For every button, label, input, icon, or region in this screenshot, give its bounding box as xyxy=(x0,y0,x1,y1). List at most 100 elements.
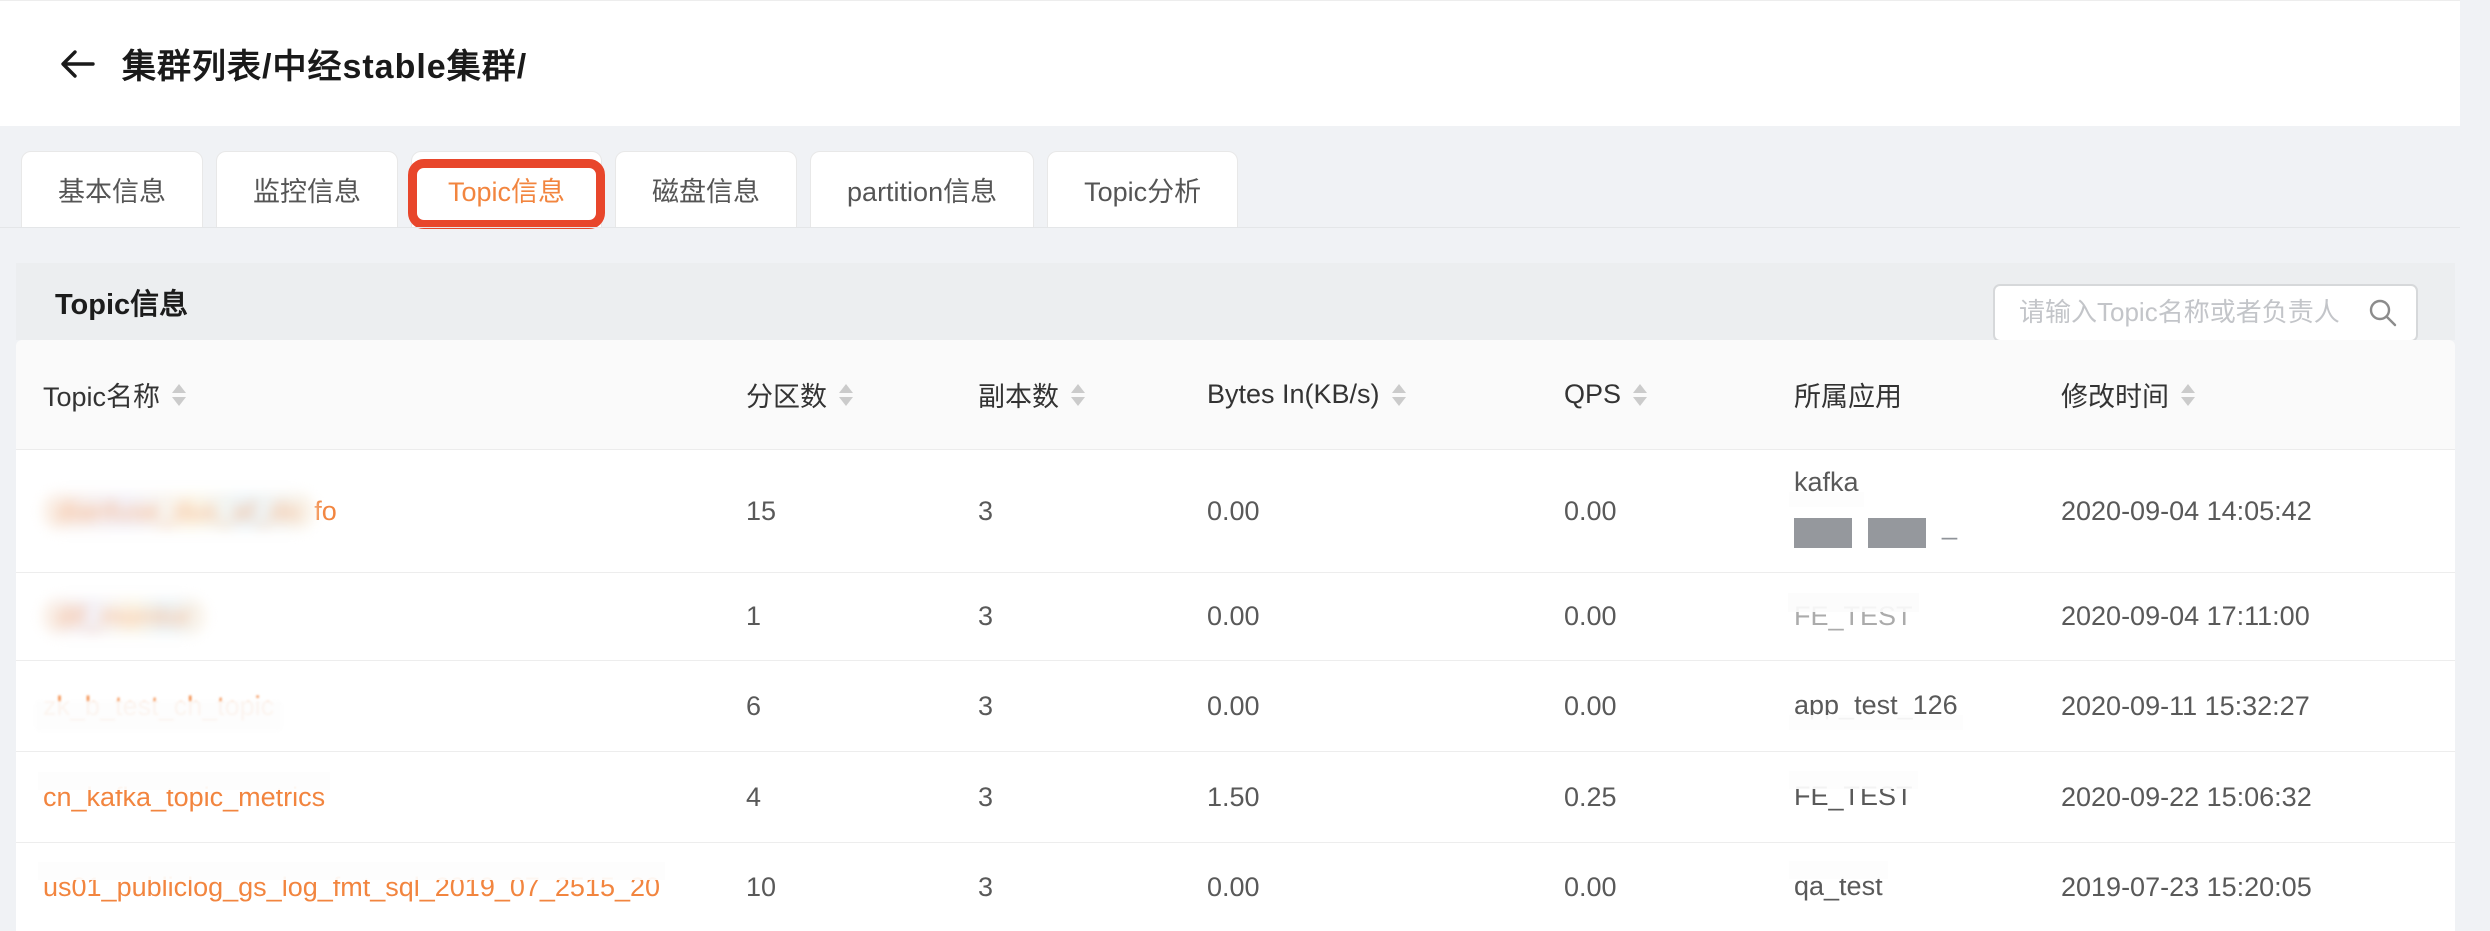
tab-label: 监控信息 xyxy=(253,177,361,207)
tab-0[interactable]: 基本信息 xyxy=(21,151,203,228)
tab-label: 基本信息 xyxy=(58,177,166,207)
bytes-in-cell: 0.00 xyxy=(1207,601,1260,631)
table-row: zk_b_test_ch_topic 6 3 0.00 0.00 app_test_126… xyxy=(16,661,2455,752)
back-button[interactable] xyxy=(56,42,100,86)
panel-title: Topic信息 xyxy=(55,288,189,321)
replica-count-cell: 3 xyxy=(978,871,994,902)
sort-icon[interactable] xyxy=(1633,383,1648,406)
app-line: FE_TEST xyxy=(1794,595,2061,638)
replica-count-cell: 3 xyxy=(978,495,994,526)
table-header-row: Topic名称 分区数 副本数 Bytes In(KB/s) QPS 所属应用 修改时间 xyxy=(16,340,2455,450)
replica-count-cell: 3 xyxy=(978,781,994,812)
topic-name-link[interactable]: us01_publiclog_gs_log_fmt_sql_2019_07_25… xyxy=(43,872,660,902)
app-line: kafka xyxy=(1794,461,2061,504)
partition-count-cell: 4 xyxy=(746,781,762,812)
sort-icon[interactable] xyxy=(839,383,853,406)
search-icon[interactable] xyxy=(2366,296,2400,330)
table-row: cn_kafka_topic_metrics 4 3 1.50 0.25 FE_TEST 2… xyxy=(16,752,2455,843)
app-cell: FE_TEST xyxy=(1794,775,2061,818)
column-label: Bytes In(KB/s) xyxy=(1207,379,1380,409)
text-fragment: qa_test xyxy=(1794,871,1883,902)
tab-label: Topic信息 xyxy=(448,177,566,207)
partition-count-cell: 1 xyxy=(746,601,762,631)
text-fragment: dianfuse_dus_af_do xyxy=(43,492,315,530)
column-label: 分区数 xyxy=(746,382,827,412)
partition-count-cell: 6 xyxy=(746,690,762,721)
app-line: app_test_126 xyxy=(1794,684,2061,727)
topic-name-link[interactable]: dif_monitor xyxy=(43,598,205,635)
topic-name-cell: us01_publiclog_gs_log_fmt_sql_2019_07_25… xyxy=(16,872,746,903)
replica-count-cell: 3 xyxy=(978,601,994,631)
column-header-4[interactable]: QPS xyxy=(1564,379,1794,410)
modified-time-cell: 2020-09-04 14:05:42 xyxy=(2061,495,2312,526)
topic-name-cell: zk_b_test_ch_topic xyxy=(16,691,746,722)
column-header-1[interactable]: 分区数 xyxy=(746,375,978,414)
partition-count-cell: 10 xyxy=(746,871,777,902)
bytes-in-cell: 0.00 xyxy=(1207,690,1260,721)
sort-icon[interactable] xyxy=(2181,383,2195,406)
sort-icon[interactable] xyxy=(1071,383,1085,406)
column-label: 修改时间 xyxy=(2061,382,2169,412)
tab-label: Topic分析 xyxy=(1084,177,1202,207)
text-fragment: FE_TEST xyxy=(1794,600,1913,631)
panel-toolbar: Topic信息 xyxy=(16,263,2455,342)
column-header-3[interactable]: Bytes In(KB/s) xyxy=(1207,379,1564,410)
app-cell: kafka _ xyxy=(1794,461,2061,561)
topic-name-cell: dif_monitor xyxy=(16,598,746,635)
text-fragment: dif_monitor xyxy=(43,598,205,635)
sort-icon[interactable] xyxy=(172,383,187,406)
page-title: 集群列表/中经stable集群/ xyxy=(122,48,528,86)
bytes-in-cell: 1.50 xyxy=(1207,781,1260,812)
qps-cell: 0.00 xyxy=(1564,495,1617,526)
column-label: QPS xyxy=(1564,379,1622,409)
text-fragment: zk_b_test_ch_topic xyxy=(43,690,275,721)
app-line: FE_TEST xyxy=(1794,775,2061,818)
topic-name-link[interactable]: dianfuse_dus_af_do fo xyxy=(43,492,337,530)
modified-time-cell: 2019-07-23 15:20:05 xyxy=(2061,871,2312,902)
column-label: 所属应用 xyxy=(1794,382,1902,412)
tab-3[interactable]: 磁盘信息 xyxy=(615,151,798,228)
tab-1[interactable]: 监控信息 xyxy=(216,151,398,228)
text-fragment: app_test_126 xyxy=(1794,690,1958,721)
tabs-underline xyxy=(0,227,2460,228)
table-row: us01_publiclog_gs_log_fmt_sql_2019_07_25… xyxy=(16,843,2455,931)
app-cell: FE_TEST xyxy=(1794,595,2061,638)
app-line: qa_test xyxy=(1794,865,2061,908)
table-row: dianfuse_dus_af_do fo 15 3 0.00 0.00 kafka _ 202… xyxy=(16,450,2455,573)
tab-5[interactable]: Topic分析 xyxy=(1047,151,1239,228)
column-header-0[interactable]: Topic名称 xyxy=(16,375,746,414)
tab-label: partition信息 xyxy=(847,177,998,207)
column-header-5: 所属应用 xyxy=(1794,375,2061,414)
topic-name-link[interactable]: zk_b_test_ch_topic xyxy=(43,691,274,721)
sort-icon[interactable] xyxy=(1391,383,1406,406)
column-header-2[interactable]: 副本数 xyxy=(978,375,1207,414)
text-fragment: us01_publiclog_gs_log_fmt_sql_2019_07_25… xyxy=(43,871,661,902)
text-fragment: cn_kafka_topic_metrics xyxy=(43,781,326,812)
app-line: _ xyxy=(1794,504,2061,560)
modified-time-cell: 2020-09-11 15:32:27 xyxy=(2061,690,2310,721)
qps-cell: 0.00 xyxy=(1564,601,1617,631)
qps-cell: 0.00 xyxy=(1564,871,1617,902)
topic-name-cell: cn_kafka_topic_metrics xyxy=(16,782,746,813)
tabs: 基本信息 监控信息 Topic信息 磁盘信息 partition信息 Topic分析 xyxy=(21,151,1239,229)
arrow-left-icon xyxy=(61,49,95,78)
text-fragment: fo xyxy=(314,495,337,526)
bytes-in-cell: 0.00 xyxy=(1207,495,1260,526)
tab-4[interactable]: partition信息 xyxy=(810,151,1035,228)
replica-count-cell: 3 xyxy=(978,690,994,721)
column-label: Topic名称 xyxy=(43,382,161,412)
column-header-6[interactable]: 修改时间 xyxy=(2061,375,2455,414)
column-label: 副本数 xyxy=(978,382,1059,412)
tab-label: 磁盘信息 xyxy=(652,177,761,207)
topic-name-link[interactable]: cn_kafka_topic_metrics xyxy=(43,782,325,812)
redacted-blocks: _ xyxy=(1794,504,1957,548)
tab-2-active[interactable]: Topic信息 xyxy=(407,151,606,229)
partition-count-cell: 15 xyxy=(746,495,777,526)
topic-name-cell: dianfuse_dus_af_do fo xyxy=(16,492,746,530)
table-row: dif_monitor 1 3 0.00 0.00 FE_TEST 2020-09-04 1… xyxy=(16,573,2455,661)
text-fragment: FE_TEST xyxy=(1794,781,1913,812)
search-box xyxy=(1993,283,2418,342)
search-input[interactable] xyxy=(1993,283,2418,342)
text-fragment: kafka xyxy=(1794,467,1859,498)
qps-cell: 0.25 xyxy=(1564,781,1617,812)
